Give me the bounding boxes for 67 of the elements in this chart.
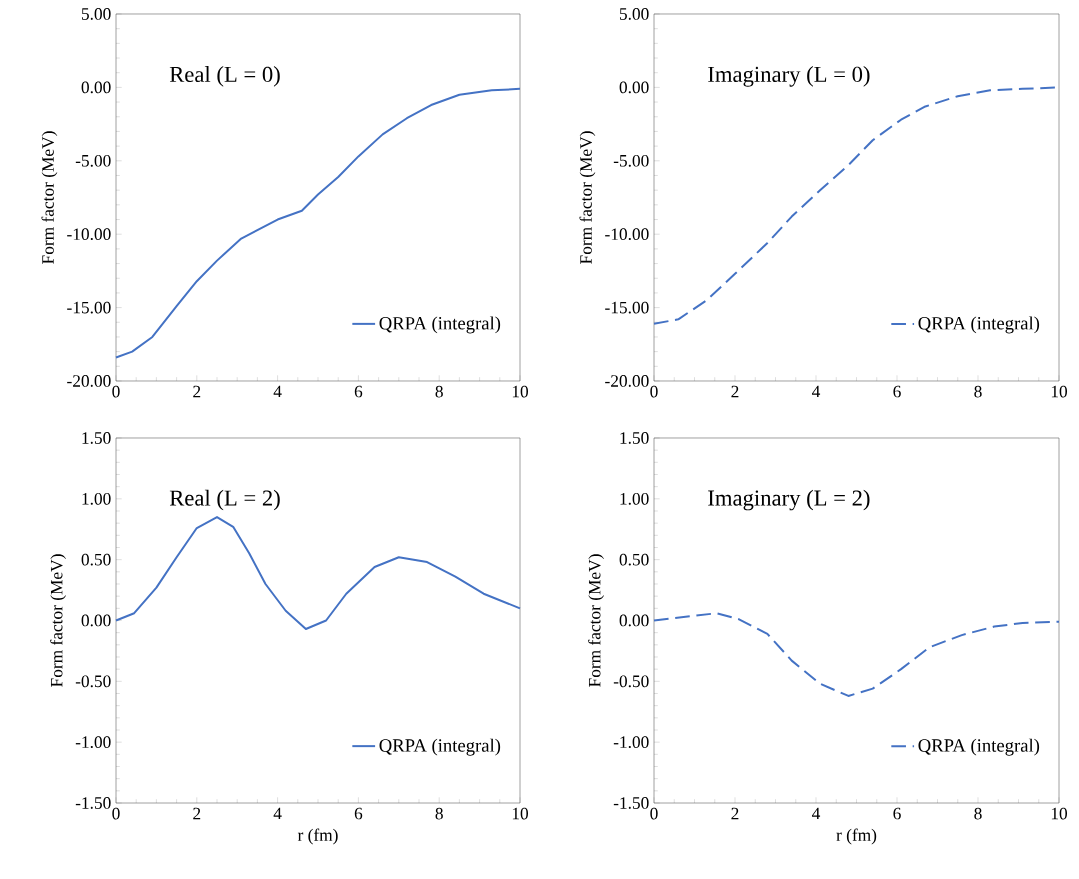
y-tick-label: -15.00 [605,301,649,314]
legend-label: QRPA (integral) [918,316,1040,334]
x-tick-label: 10 [512,807,529,820]
legend-label: QRPA (integral) [379,738,501,756]
y-tick-label: -1.50 [75,797,111,809]
y-tick-label: 1.00 [620,492,649,505]
y-tick-label: -20.00 [605,375,649,387]
x-tick-label: 10 [1051,807,1068,820]
y-tick-label: -20.00 [67,375,111,387]
x-axis-title: r (fm) [836,828,877,845]
y-tick-label: -1.00 [75,736,111,749]
x-tick-label: 0 [112,807,120,820]
x-tick-label: 6 [354,807,363,820]
x-tick-label: 0 [650,807,658,820]
y-tick-label: 0.50 [81,553,111,566]
x-tick-label: 2 [731,385,739,398]
x-tick-label: 0 [112,385,120,398]
y-tick-label: 1.50 [620,432,649,444]
x-tick-label: 2 [731,807,739,820]
y-tick-label: 1.00 [82,492,111,505]
x-tick-label: 6 [893,807,901,820]
x-tick-label: 0 [650,385,658,398]
y-tick-label: -1.50 [613,797,649,809]
y-tick-label: -5.00 [613,154,649,167]
x-tick-label: 4 [273,807,282,820]
y-axis-title: Form factor (MeV) [50,554,67,687]
y-axis-title: Form factor (MeV) [579,131,596,264]
y-tick-label: 0.00 [81,614,111,627]
y-tick-label: 0.00 [619,614,649,627]
x-tick-label: 4 [812,385,821,398]
line-series [115,516,521,631]
x-tick-label: 6 [893,385,901,398]
annotation: Real (L = 2) [169,489,280,511]
x-tick-label: 8 [435,807,443,820]
y-axis-title: Form factor (MeV) [41,131,58,264]
y-axis-title: Form factor (MeV) [588,554,605,687]
y-tick-label: -1.00 [613,736,649,749]
y-tick-label: 5.00 [619,8,649,20]
annotation: Real (L = 0) [169,66,280,87]
legend-label: QRPA (integral) [918,738,1040,756]
x-tick-label: 6 [354,385,363,398]
y-tick-label: 1.50 [82,432,111,444]
x-tick-label: 2 [193,385,201,398]
y-tick-label: 5.00 [81,8,111,20]
legend-label: QRPA (integral) [379,316,501,334]
y-tick-label: -0.50 [613,675,649,688]
x-tick-label: 8 [974,385,982,398]
line-series [653,612,1061,697]
x-tick-label: 8 [974,807,982,820]
x-tick-label: 10 [1051,385,1068,398]
y-tick-label: 0.00 [81,81,111,94]
y-tick-label: -10.00 [605,228,649,241]
x-axis-title: r (fm) [297,828,338,845]
y-tick-label: -0.50 [75,675,111,688]
y-tick-label: -15.00 [67,301,111,314]
y-tick-label: 0.00 [619,81,649,94]
x-tick-label: 2 [193,807,201,820]
x-tick-label: 10 [512,385,529,398]
x-tick-label: 4 [812,807,821,820]
x-tick-label: 8 [435,385,443,398]
line-series [115,87,521,359]
annotation: Imaginary (L = 2) [708,489,870,511]
annotation: Imaginary (L = 0) [708,66,870,87]
x-tick-label: 4 [273,385,282,398]
y-tick-label: 0.50 [619,553,649,566]
y-tick-label: -5.00 [75,154,111,167]
y-tick-label: -10.00 [67,228,111,241]
